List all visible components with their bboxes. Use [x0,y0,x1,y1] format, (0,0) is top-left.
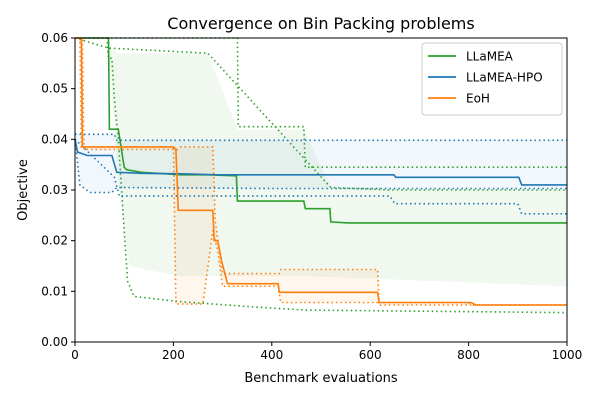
llamea-hpo-band [75,134,567,193]
x-tick-label: 200 [162,348,185,362]
y-tick-label: 0.00 [41,335,68,349]
x-tick-label: 1000 [552,348,583,362]
x-tick-label: 0 [71,348,79,362]
llamea-upper2-bound [74,37,567,191]
legend: LLaMEA LLaMEA-HPO EoH [421,42,563,116]
legend-label: LLaMEA [466,50,514,64]
x-axis-label: Benchmark evaluations [244,371,398,386]
x-tick-label: 800 [457,348,480,362]
x-tick-label: 400 [260,348,283,362]
legend-label: LLaMEA-HPO [466,71,543,85]
eoh-mean-line [75,37,567,306]
y-tick-label: 0.06 [41,31,68,45]
y-axis-ticks: 0.00 0.01 0.02 0.03 0.04 0.05 0.06 [41,31,75,349]
chart-title: Convergence on Bin Packing problems [167,14,474,33]
x-tick-label: 600 [359,348,382,362]
legend-label: EoH [466,92,490,106]
llamea-hpo-lower-bound [74,139,567,194]
llamea-hpo-upper-bound [75,133,567,142]
y-tick-label: 0.01 [41,284,68,298]
y-axis-label: Objective [16,159,31,221]
y-tick-label: 0.02 [41,234,68,248]
x-axis-ticks: 0 200 400 600 800 1000 [71,342,582,362]
legend-box [421,42,563,116]
y-tick-label: 0.04 [41,132,68,146]
y-tick-label: 0.05 [41,82,68,96]
llamea-band [75,38,567,287]
eoh-band [75,38,567,305]
y-tick-label: 0.03 [41,183,68,197]
llamea-hpo-mean-line [74,139,567,186]
